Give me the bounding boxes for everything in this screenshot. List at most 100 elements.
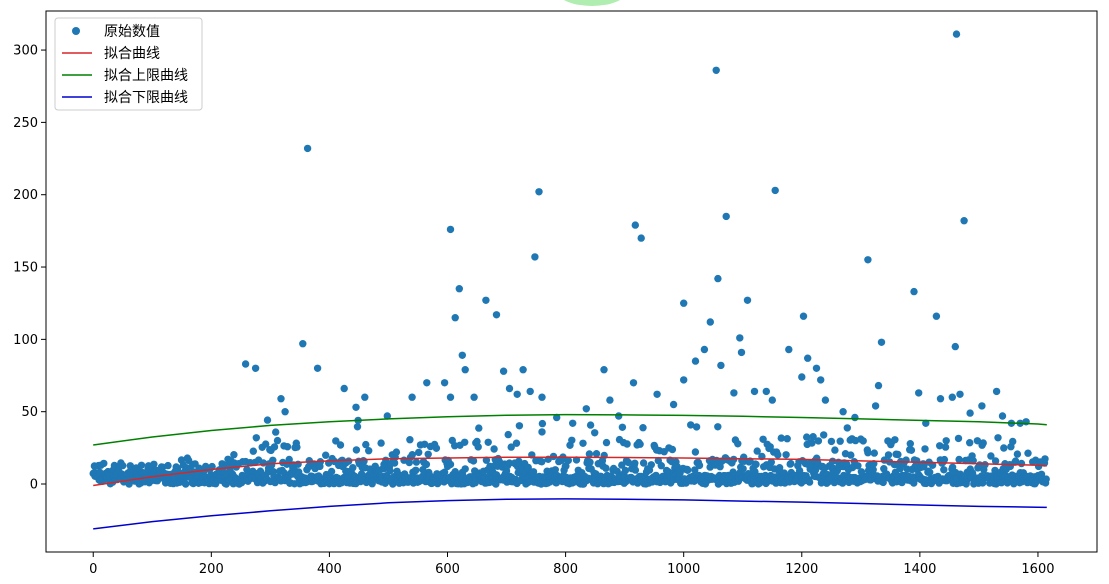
data-point (637, 234, 645, 242)
data-point (412, 458, 421, 466)
data-point (263, 416, 272, 424)
data-point (812, 364, 821, 372)
data-point (415, 448, 423, 457)
data-point (150, 460, 158, 468)
data-point (932, 312, 941, 320)
data-point (591, 429, 599, 437)
data-point (864, 449, 872, 457)
data-point (730, 389, 738, 397)
data-point (759, 435, 767, 443)
data-point (618, 423, 627, 431)
y-tick-label: 200 (13, 188, 38, 203)
data-point (921, 445, 929, 453)
data-point (349, 464, 357, 472)
data-point (814, 437, 823, 445)
data-point (505, 459, 514, 467)
data-point (774, 451, 782, 459)
data-point (647, 461, 655, 469)
data-point (451, 442, 459, 450)
data-point (474, 443, 482, 451)
data-point (624, 458, 632, 467)
data-point (691, 357, 700, 365)
data-point (843, 424, 851, 432)
data-point (390, 459, 399, 467)
data-point (966, 409, 974, 417)
legend-marker-raw (72, 27, 80, 35)
data-point (602, 438, 611, 447)
x-tick-label: 1600 (1021, 562, 1054, 577)
data-point (894, 450, 902, 459)
data-point (973, 437, 982, 445)
data-point (519, 366, 527, 374)
data-point (762, 387, 770, 396)
data-point (968, 469, 977, 477)
data-point (327, 467, 336, 476)
data-point (906, 440, 914, 448)
data-point (956, 390, 964, 398)
data-point (499, 367, 508, 375)
data-point (767, 458, 775, 466)
data-point (907, 446, 916, 454)
data-point (262, 440, 270, 448)
data-point (1011, 457, 1020, 465)
data-point (687, 421, 695, 429)
data-point (383, 412, 391, 420)
data-point (809, 433, 817, 441)
data-point (621, 466, 630, 475)
data-point (805, 478, 814, 486)
data-point (691, 466, 699, 474)
data-point (579, 439, 587, 447)
data-point (859, 437, 867, 445)
data-point (119, 461, 127, 470)
data-point (406, 436, 414, 444)
data-point (803, 433, 811, 441)
y-tick-label: 300 (13, 44, 38, 59)
data-point (386, 467, 394, 475)
data-point (512, 439, 521, 447)
data-point (360, 457, 368, 465)
data-point (821, 396, 830, 404)
data-point (569, 419, 577, 427)
legend: 原始数值 拟合曲线 拟合上限曲线 拟合下限曲线 (54, 17, 203, 111)
upper-limit-curve-line (93, 413, 1047, 446)
legend-box (54, 17, 203, 111)
data-point (285, 455, 293, 464)
data-point (377, 439, 385, 447)
data-point (804, 354, 812, 362)
data-point (722, 212, 730, 221)
legend-label-raw: 原始数值 (104, 24, 160, 40)
data-point (668, 445, 677, 454)
data-point (936, 442, 944, 450)
data-point (752, 460, 760, 469)
data-point (137, 461, 146, 469)
data-point (629, 379, 638, 387)
data-point (505, 384, 514, 393)
x-tick-label: 600 (435, 562, 460, 577)
data-point (361, 393, 369, 401)
data-point (952, 30, 961, 38)
data-point (353, 423, 362, 431)
data-point (766, 443, 774, 451)
data-point (230, 451, 238, 459)
top-decoration (564, 0, 620, 6)
data-point (854, 462, 862, 470)
data-point (551, 466, 559, 474)
data-point (785, 345, 793, 354)
data-point (987, 452, 995, 460)
y-tick-label: 100 (13, 333, 38, 348)
data-point (504, 430, 512, 439)
data-point (783, 435, 791, 443)
data-point (922, 419, 930, 427)
data-point (942, 437, 950, 445)
data-point (948, 393, 956, 401)
data-point (691, 448, 700, 456)
data-point (820, 431, 828, 439)
data-point (446, 225, 455, 234)
data-point (1041, 455, 1049, 463)
data-point (979, 439, 987, 447)
data-point (692, 423, 701, 431)
data-point (739, 465, 747, 473)
data-point (424, 450, 432, 458)
data-point (915, 389, 923, 397)
